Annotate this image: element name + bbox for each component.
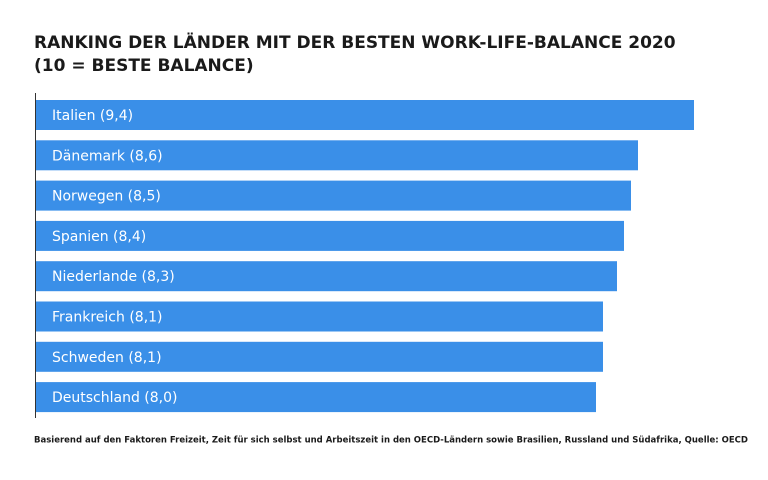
bar-label: Norwegen (8,5) <box>52 189 161 205</box>
bar-label: Italien (9,4) <box>52 108 133 124</box>
bar-label: Dänemark (8,6) <box>52 148 163 164</box>
bar <box>36 301 603 332</box>
bar <box>36 100 694 130</box>
bar <box>36 180 631 211</box>
bar <box>36 341 603 372</box>
chart-subtitle: (10 = BESTE BALANCE) <box>34 56 254 76</box>
footnote: Basierend auf den Faktoren Freizeit, Zei… <box>34 436 748 446</box>
bar-label: Spanien (8,4) <box>52 229 146 245</box>
bar <box>36 382 596 413</box>
bar-label: Schweden (8,1) <box>52 350 162 366</box>
bar-label: Deutschland (8,0) <box>52 390 178 406</box>
chart-title: RANKING DER LÄNDER MIT DER BESTEN WORK-L… <box>34 31 676 53</box>
bar-label: Frankreich (8,1) <box>52 310 163 326</box>
bar-label: Niederlande (8,3) <box>52 269 175 285</box>
bar <box>36 220 624 251</box>
bar <box>36 140 638 171</box>
bar <box>36 261 617 292</box>
